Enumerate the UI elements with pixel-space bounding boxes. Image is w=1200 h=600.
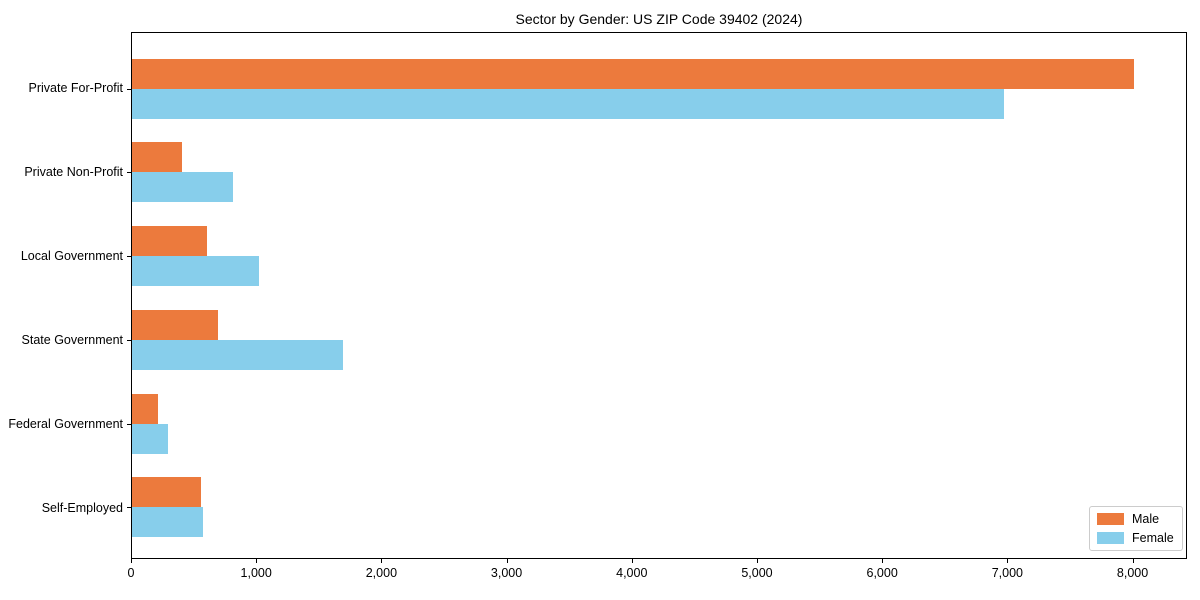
- x-tick-mark: [131, 559, 132, 563]
- x-tick-label: 4,000: [616, 566, 648, 580]
- bar-female-4: [132, 339, 344, 370]
- bar-female-5: [132, 423, 168, 454]
- y-tick-mark: [127, 339, 132, 341]
- x-tick-mark: [756, 559, 758, 563]
- plot-area: [127, 32, 1187, 559]
- legend-swatch-female: [1097, 532, 1124, 544]
- x-tick-label: 1,000: [240, 566, 272, 580]
- legend: Male Female: [1089, 506, 1183, 551]
- x-tick-mark: [381, 559, 383, 563]
- y-axis-labels: Private For-Profit Private Non-Profit Loca…: [0, 32, 123, 559]
- y-tick-mark: [127, 256, 132, 258]
- bar-male-3: [132, 226, 207, 257]
- legend-item-male: Male: [1097, 512, 1175, 526]
- bar-female-3: [132, 256, 260, 287]
- legend-swatch-male: [1097, 513, 1124, 525]
- y-tick-label: State Government: [21, 333, 123, 347]
- x-tick-label: 0: [127, 566, 135, 580]
- x-tick-label: 3,000: [490, 566, 523, 580]
- bar-male-1: [132, 58, 1135, 89]
- legend-label-female: Female: [1132, 531, 1174, 545]
- x-tick-mark: [256, 559, 258, 563]
- bar-male-2: [132, 142, 182, 173]
- y-tick-mark: [127, 423, 132, 425]
- y-tick-mark: [127, 172, 132, 174]
- x-tick-mark: [506, 559, 508, 563]
- bar-female-6: [132, 507, 203, 538]
- x-tick-label: 6,000: [866, 566, 898, 580]
- x-tick-label: 2,000: [365, 566, 398, 580]
- bar-male-4: [132, 309, 219, 340]
- bar-female-1: [132, 88, 1004, 119]
- x-tick-mark: [882, 559, 884, 563]
- legend-label-male: Male: [1132, 512, 1160, 526]
- bar-female-2: [132, 172, 234, 203]
- y-tick-label: Private For-Profit: [28, 81, 123, 95]
- y-tick-label: Local Government: [20, 249, 123, 263]
- bar-male-6: [132, 477, 202, 508]
- legend-item-female: Female: [1097, 531, 1175, 545]
- bar-male-5: [132, 393, 159, 424]
- x-tick-mark: [1007, 559, 1009, 563]
- y-tick-label: Private Non-Profit: [24, 165, 123, 179]
- y-tick-label: Federal Government: [8, 417, 123, 431]
- x-tick-mark: [631, 559, 633, 563]
- x-tick-label: 5,000: [741, 566, 773, 580]
- x-tick-label: 8,000: [1116, 566, 1149, 580]
- x-tick-label: 7,000: [991, 566, 1023, 580]
- y-tick-label: Self-Employed: [41, 501, 123, 515]
- y-tick-mark: [127, 507, 132, 509]
- x-tick-mark: [1132, 559, 1134, 563]
- y-tick-mark: [127, 88, 132, 90]
- chart-title: Sector by Gender: US ZIP Code 39402 (202…: [515, 11, 803, 27]
- x-axis: 0 1,000 2,000 3,000 4,000 5,000 6,000 7,000 8,00…: [127, 559, 1187, 589]
